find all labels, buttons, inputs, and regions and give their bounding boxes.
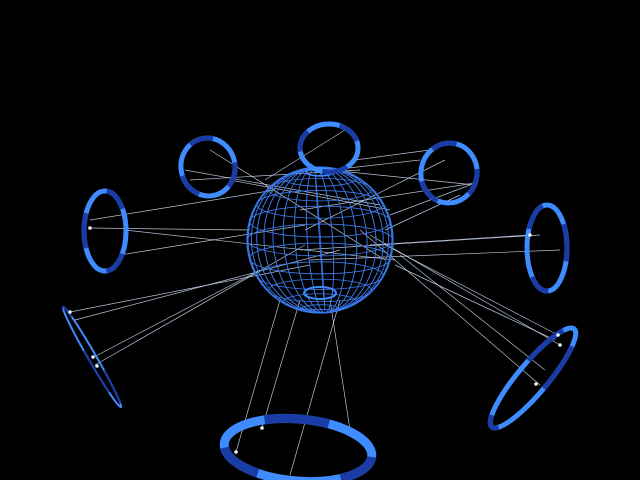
ring-segment <box>188 135 214 147</box>
connection-line <box>369 234 561 346</box>
sphere-pole <box>303 286 337 300</box>
connection-line <box>329 169 476 186</box>
ring-segment <box>263 413 330 429</box>
connection-node <box>234 450 238 454</box>
ring-segment <box>339 455 377 480</box>
connection-node <box>260 426 264 430</box>
connection-node <box>68 310 72 314</box>
connection-line <box>124 229 396 261</box>
ring-segment <box>81 212 89 249</box>
ring-far-left <box>61 305 123 409</box>
ring-segment <box>82 350 110 393</box>
ring-segment <box>529 275 549 294</box>
connection-line <box>74 249 341 321</box>
connection-node <box>91 355 95 359</box>
connection-line <box>229 179 391 211</box>
ring-segment <box>297 129 310 152</box>
ring-segment <box>526 203 545 230</box>
ring-segment <box>561 223 570 262</box>
ring-segment <box>541 345 575 391</box>
ring-segment <box>105 252 125 274</box>
connection-node <box>534 382 538 386</box>
ring-lower-right <box>487 325 579 431</box>
connection-line <box>369 234 531 246</box>
connection-line <box>89 227 251 231</box>
connection-line <box>69 264 311 313</box>
ring-group <box>61 121 579 480</box>
connection-node <box>556 333 560 337</box>
ring-segment <box>106 188 125 210</box>
ring-segment <box>338 123 360 143</box>
ring-top-right <box>418 140 480 206</box>
connection-node <box>558 343 562 347</box>
connection-line <box>264 129 346 181</box>
ring-segment <box>487 414 500 431</box>
connection-line <box>394 264 556 341</box>
connection-line <box>389 184 471 216</box>
ring-segment <box>220 446 260 478</box>
ring-segment <box>466 168 480 196</box>
connection-line <box>261 299 301 429</box>
ring-left <box>81 188 129 274</box>
ring-segment <box>180 174 201 197</box>
connection-node <box>528 233 532 237</box>
ring-segment <box>321 164 349 175</box>
connection-line <box>309 249 561 261</box>
ring-right <box>524 202 570 294</box>
connection-line <box>119 224 306 256</box>
connection-line <box>399 254 546 371</box>
ring-top <box>297 121 361 175</box>
connection-line <box>299 234 541 251</box>
ring-segment <box>430 140 458 152</box>
connection-line <box>209 149 386 261</box>
connection-line <box>94 244 306 366</box>
ring-top-left <box>178 135 238 199</box>
connection-node <box>88 226 92 230</box>
connection-line <box>329 299 351 431</box>
connection-node <box>95 364 99 368</box>
ring-segment <box>103 369 122 404</box>
ring-segment <box>61 305 73 318</box>
ring-segment <box>526 328 565 363</box>
ring-segment <box>226 161 238 189</box>
connection-line <box>354 149 431 161</box>
connection-line <box>289 299 341 476</box>
ring-segment <box>419 180 439 203</box>
connection-line <box>89 189 276 221</box>
ring-bottom <box>219 413 377 480</box>
connection-nodes <box>68 226 562 454</box>
connection-line <box>91 269 261 359</box>
